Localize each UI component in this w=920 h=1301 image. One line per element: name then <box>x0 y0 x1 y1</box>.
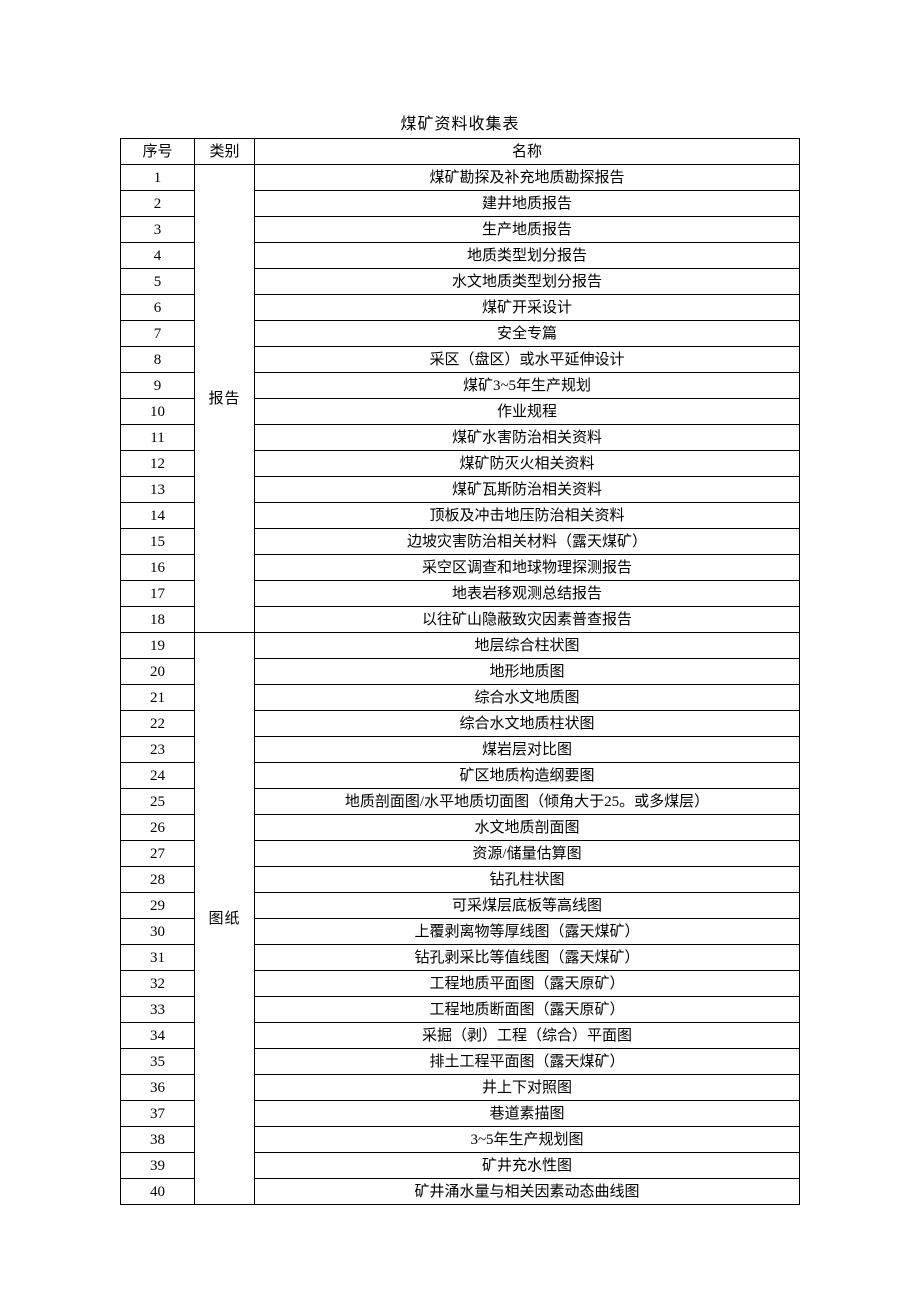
cell-seq: 4 <box>121 243 195 269</box>
cell-seq: 39 <box>121 1153 195 1179</box>
table-row: 1报告煤矿勘探及补充地质勘探报告 <box>121 165 800 191</box>
cell-seq: 20 <box>121 659 195 685</box>
table-body: 1报告煤矿勘探及补充地质勘探报告2建井地质报告3生产地质报告4地质类型划分报告5… <box>121 165 800 1205</box>
cell-name: 综合水文地质柱状图 <box>255 711 800 737</box>
cell-seq: 3 <box>121 217 195 243</box>
cell-name: 矿井充水性图 <box>255 1153 800 1179</box>
cell-seq: 37 <box>121 1101 195 1127</box>
cell-name: 以往矿山隐蔽致灾因素普查报告 <box>255 607 800 633</box>
cell-seq: 7 <box>121 321 195 347</box>
cell-name: 水文地质类型划分报告 <box>255 269 800 295</box>
cell-name: 煤矿水害防治相关资料 <box>255 425 800 451</box>
cell-seq: 38 <box>121 1127 195 1153</box>
cell-name: 采区（盘区）或水平延伸设计 <box>255 347 800 373</box>
cell-name: 工程地质断面图（露天原矿） <box>255 997 800 1023</box>
cell-seq: 29 <box>121 893 195 919</box>
cell-name: 煤矿防灭火相关资料 <box>255 451 800 477</box>
cell-name: 采掘（剥）工程（综合）平面图 <box>255 1023 800 1049</box>
cell-seq: 13 <box>121 477 195 503</box>
cell-seq: 17 <box>121 581 195 607</box>
cell-seq: 26 <box>121 815 195 841</box>
cell-name: 可采煤层底板等高线图 <box>255 893 800 919</box>
data-collection-table: 序号 类别 名称 1报告煤矿勘探及补充地质勘探报告2建井地质报告3生产地质报告4… <box>120 138 800 1205</box>
cell-seq: 9 <box>121 373 195 399</box>
cell-name: 采空区调查和地球物理探测报告 <box>255 555 800 581</box>
cell-name: 排土工程平面图（露天煤矿） <box>255 1049 800 1075</box>
cell-name: 地质类型划分报告 <box>255 243 800 269</box>
cell-name: 地形地质图 <box>255 659 800 685</box>
cell-category: 报告 <box>195 165 255 633</box>
cell-name: 综合水文地质图 <box>255 685 800 711</box>
cell-name: 边坡灾害防治相关材料（露天煤矿） <box>255 529 800 555</box>
header-seq: 序号 <box>121 139 195 165</box>
header-name: 名称 <box>255 139 800 165</box>
cell-seq: 6 <box>121 295 195 321</box>
cell-seq: 24 <box>121 763 195 789</box>
cell-seq: 34 <box>121 1023 195 1049</box>
cell-category: 图纸 <box>195 633 255 1205</box>
cell-seq: 2 <box>121 191 195 217</box>
cell-name: 煤矿3~5年生产规划 <box>255 373 800 399</box>
cell-seq: 35 <box>121 1049 195 1075</box>
cell-seq: 1 <box>121 165 195 191</box>
cell-seq: 28 <box>121 867 195 893</box>
table-row: 19图纸地层综合柱状图 <box>121 633 800 659</box>
cell-name: 巷道素描图 <box>255 1101 800 1127</box>
cell-seq: 12 <box>121 451 195 477</box>
cell-seq: 25 <box>121 789 195 815</box>
page-title: 煤矿资料收集表 <box>120 110 800 134</box>
cell-name: 地表岩移观测总结报告 <box>255 581 800 607</box>
cell-seq: 21 <box>121 685 195 711</box>
cell-seq: 8 <box>121 347 195 373</box>
cell-seq: 36 <box>121 1075 195 1101</box>
cell-seq: 18 <box>121 607 195 633</box>
cell-seq: 22 <box>121 711 195 737</box>
cell-seq: 19 <box>121 633 195 659</box>
cell-seq: 15 <box>121 529 195 555</box>
cell-name: 地层综合柱状图 <box>255 633 800 659</box>
cell-seq: 40 <box>121 1179 195 1205</box>
cell-name: 煤矿开采设计 <box>255 295 800 321</box>
cell-seq: 5 <box>121 269 195 295</box>
cell-seq: 31 <box>121 945 195 971</box>
cell-name: 顶板及冲击地压防治相关资料 <box>255 503 800 529</box>
cell-seq: 16 <box>121 555 195 581</box>
cell-name: 煤岩层对比图 <box>255 737 800 763</box>
cell-seq: 32 <box>121 971 195 997</box>
cell-seq: 10 <box>121 399 195 425</box>
cell-name: 钻孔剥采比等值线图（露天煤矿） <box>255 945 800 971</box>
cell-name: 水文地质剖面图 <box>255 815 800 841</box>
cell-seq: 11 <box>121 425 195 451</box>
cell-name: 上覆剥离物等厚线图（露天煤矿） <box>255 919 800 945</box>
cell-seq: 27 <box>121 841 195 867</box>
cell-name: 3~5年生产规划图 <box>255 1127 800 1153</box>
table-header-row: 序号 类别 名称 <box>121 139 800 165</box>
cell-name: 安全专篇 <box>255 321 800 347</box>
cell-name: 煤矿瓦斯防治相关资料 <box>255 477 800 503</box>
cell-name: 矿区地质构造纲要图 <box>255 763 800 789</box>
cell-name: 矿井涌水量与相关因素动态曲线图 <box>255 1179 800 1205</box>
cell-name: 作业规程 <box>255 399 800 425</box>
cell-seq: 30 <box>121 919 195 945</box>
cell-seq: 14 <box>121 503 195 529</box>
cell-seq: 23 <box>121 737 195 763</box>
cell-name: 工程地质平面图（露天原矿） <box>255 971 800 997</box>
cell-name: 建井地质报告 <box>255 191 800 217</box>
cell-name: 资源/储量估算图 <box>255 841 800 867</box>
cell-seq: 33 <box>121 997 195 1023</box>
cell-name: 煤矿勘探及补充地质勘探报告 <box>255 165 800 191</box>
cell-name: 生产地质报告 <box>255 217 800 243</box>
header-category: 类别 <box>195 139 255 165</box>
cell-name: 钻孔柱状图 <box>255 867 800 893</box>
cell-name: 地质剖面图/水平地质切面图（倾角大于25。或多煤层） <box>255 789 800 815</box>
cell-name: 井上下对照图 <box>255 1075 800 1101</box>
